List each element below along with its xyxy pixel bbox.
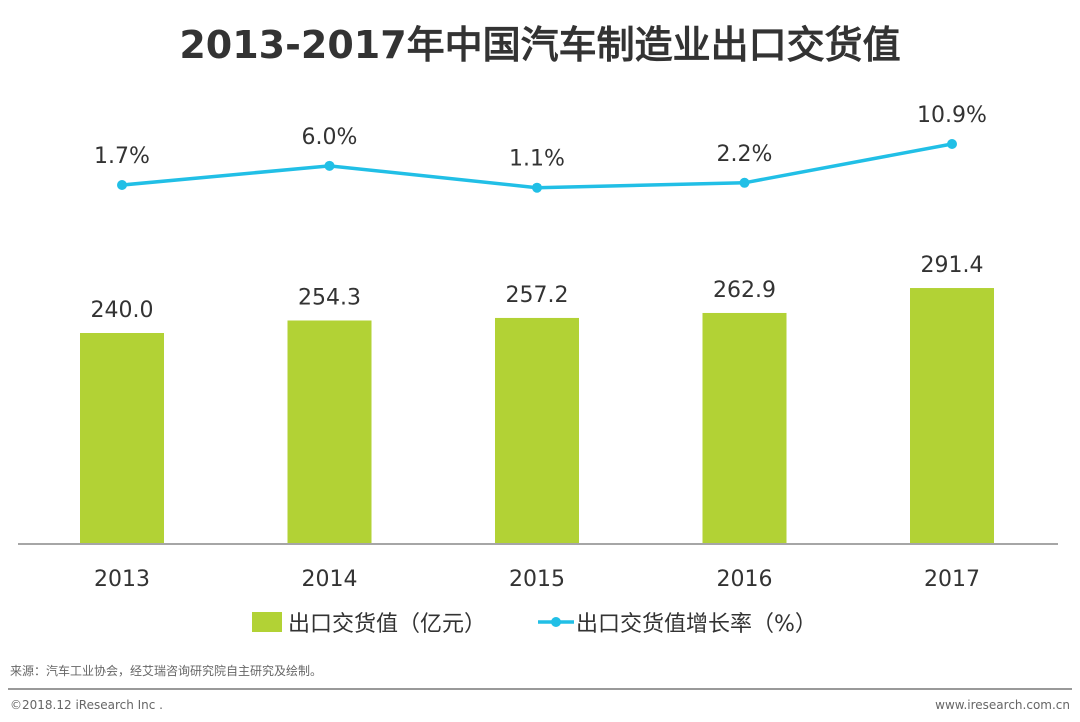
bar-2016	[702, 312, 787, 543]
x-tick-2015: 2015	[509, 567, 565, 592]
x-tick-2017: 2017	[924, 567, 980, 592]
bar-label-2016: 262.9	[713, 278, 776, 303]
bar-label-2014: 254.3	[298, 285, 361, 310]
growth-label-2015: 1.1%	[509, 147, 565, 172]
chart-title: 2013-2017年中国汽车制造业出口交货值	[179, 23, 901, 67]
growth-point-2017	[947, 138, 957, 149]
growth-point-2016	[739, 177, 750, 188]
bar-label-2013: 240.0	[91, 298, 154, 323]
x-tick-2013: 2013	[94, 567, 150, 592]
growth-label-2016: 2.2%	[717, 142, 773, 167]
growth-label-2014: 6.0%	[302, 125, 358, 150]
growth-point-2015	[532, 182, 542, 193]
bar-2015	[495, 317, 579, 543]
source-note: 来源：汽车工业协会，经艾瑞咨询研究院自主研究及绘制。	[10, 664, 323, 678]
legend-line-marker	[551, 617, 561, 627]
copyright: ©2018.12 iResearch Inc .	[10, 698, 163, 712]
bar-2013	[80, 333, 164, 543]
bar-2017	[910, 288, 994, 543]
growth-point-2014	[324, 160, 335, 171]
chart: 240.0 2013 254.3 2014 257.2 2015 262.9 2016 291.…	[18, 103, 1058, 637]
x-tick-2016: 2016	[717, 567, 773, 592]
bar-label-2015: 257.2	[506, 283, 569, 308]
growth-label-2017: 10.9%	[917, 103, 987, 128]
legend-bar-label: 出口交货值（亿元）	[288, 612, 486, 637]
bar-2014	[287, 320, 372, 543]
x-tick-2014: 2014	[302, 567, 358, 592]
legend-line-label: 出口交货值增长率（%）	[576, 612, 817, 637]
website-link[interactable]: www.iresearch.com.cn	[935, 698, 1070, 712]
growth-point-2013	[117, 180, 127, 191]
growth-label-2013: 1.7%	[94, 144, 150, 169]
legend-bar-swatch	[252, 612, 282, 632]
bar-label-2017: 291.4	[921, 253, 984, 278]
footer-divider	[8, 688, 1072, 690]
